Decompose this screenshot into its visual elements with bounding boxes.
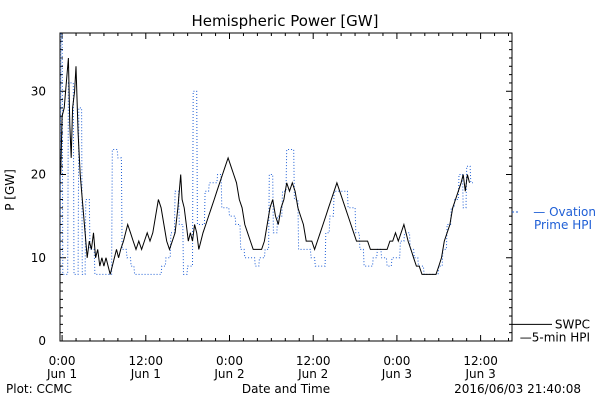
x-tick-label-day: Jun 1 <box>130 367 161 381</box>
legend-swpc-label-line1: SWPC <box>555 317 590 331</box>
y-tick-label: 30 <box>31 84 46 98</box>
plot-credit: Plot: CCMC <box>6 382 72 396</box>
plot-timestamp: 2016/06/03 21:40:08 <box>454 382 581 396</box>
x-tick-label-time: 0:00 <box>383 354 410 368</box>
legend-ovation-label-line2: Prime HPI <box>534 218 592 232</box>
y-tick-label: 0 <box>38 334 46 348</box>
x-tick-label-time: 12:00 <box>296 354 331 368</box>
x-tick-label-day: Jun 1 <box>46 367 77 381</box>
x-tick-label-time: 12:00 <box>463 354 498 368</box>
legend-swpc-label-line2: —5-min HPI <box>520 330 590 344</box>
x-tick-label-day: Jun 3 <box>381 367 412 381</box>
x-tick-label-time: 0:00 <box>216 354 243 368</box>
x-tick-label-day: Jun 2 <box>213 367 244 381</box>
x-tick-label-time: 0:00 <box>49 354 76 368</box>
series-layer <box>60 33 473 275</box>
x-tick-label-day: Jun 2 <box>297 367 328 381</box>
y-axis-label: P [GW] <box>3 169 17 211</box>
legend-ovation-label-line1: — Ovation <box>533 205 596 219</box>
y-tick-label: 10 <box>31 251 46 265</box>
x-tick-label-day: Jun 3 <box>465 367 496 381</box>
x-axis-label: Date and Time <box>242 382 330 396</box>
y-tick-label: 20 <box>31 168 46 182</box>
chart-title: Hemispheric Power [GW] <box>192 12 379 30</box>
series-line-ovation <box>60 33 473 275</box>
x-tick-label-time: 12:00 <box>128 354 163 368</box>
series-line-swpc <box>60 57 470 275</box>
